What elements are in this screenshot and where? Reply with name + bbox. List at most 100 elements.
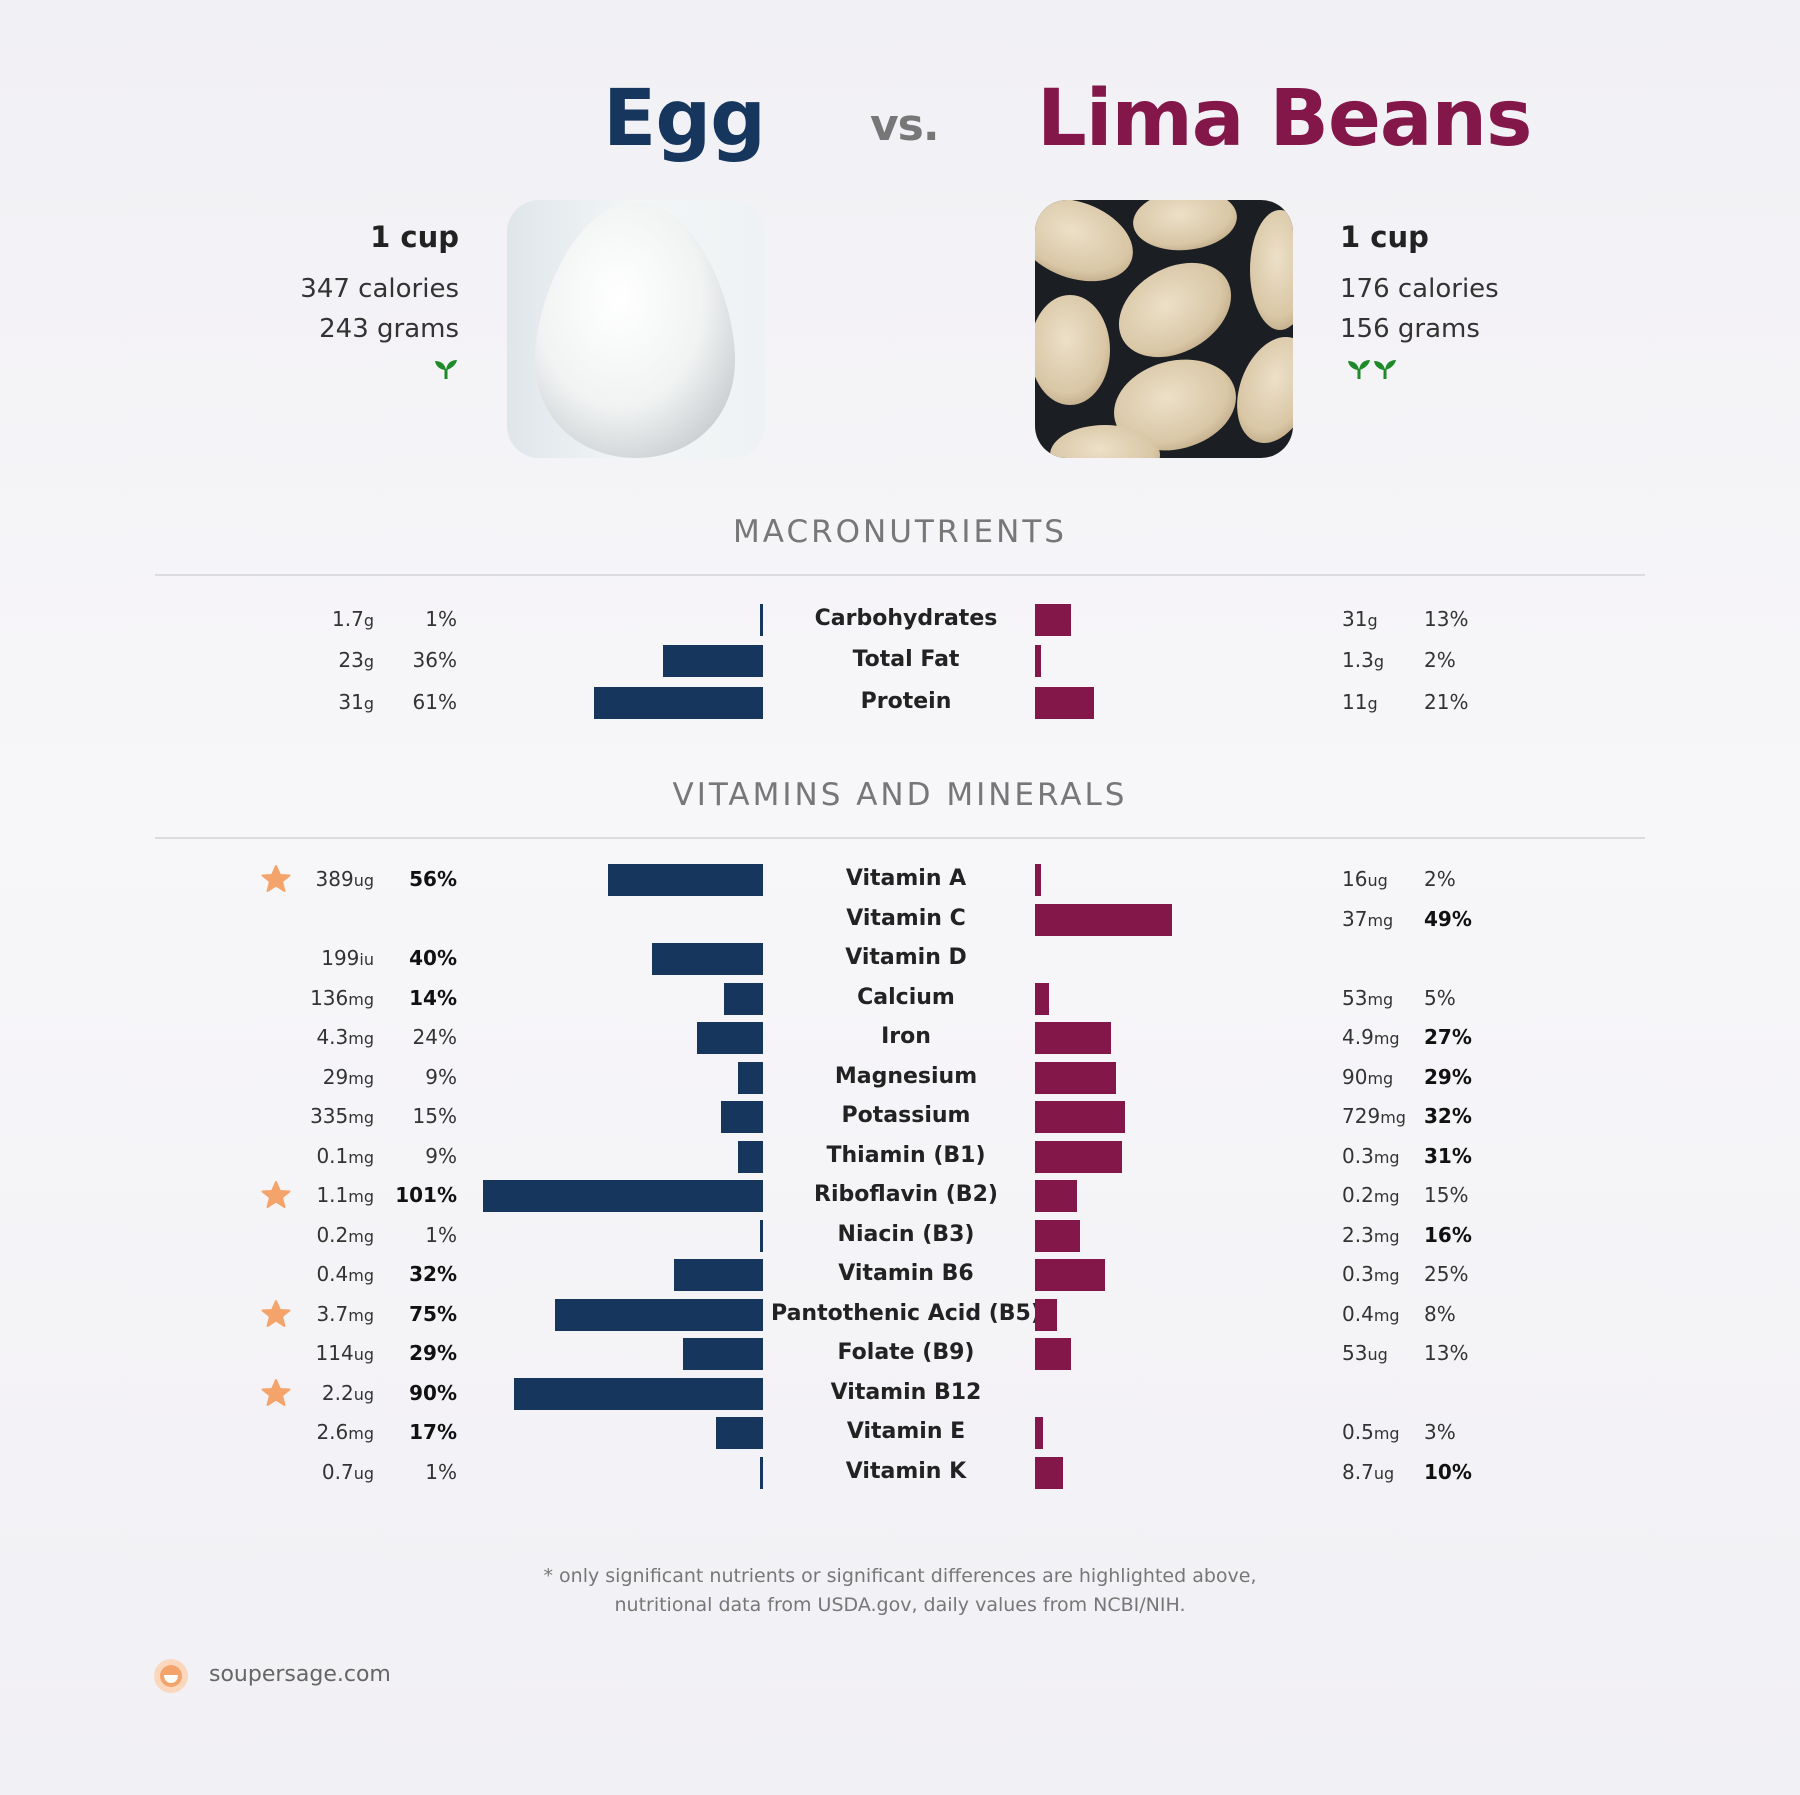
right-food-title: Lima Beans <box>1037 74 1532 164</box>
right-bar <box>1035 645 1041 678</box>
left-amount-value: 389 <box>315 867 354 891</box>
left-food-title: Egg <box>603 74 766 164</box>
left-serving: 1 cup <box>370 220 459 254</box>
right-amount-unit: ug <box>1367 1345 1388 1364</box>
nutrient-label: Protein <box>860 688 952 714</box>
right-amount-value: 31 <box>1342 607 1368 631</box>
left-percent: 9% <box>425 1064 457 1089</box>
nutrient-label: Pantothenic Acid (B5) <box>771 1300 1041 1326</box>
right-amount-value: 4.9 <box>1342 1025 1374 1049</box>
left-amount: 0.7ug <box>224 1460 374 1484</box>
right-percent: 8% <box>1424 1301 1456 1326</box>
left-amount: 4.3mg <box>224 1025 374 1049</box>
right-amount-unit: g <box>1373 652 1384 672</box>
right-percent: 32% <box>1424 1104 1472 1128</box>
left-amount-unit: mg <box>348 1147 374 1167</box>
right-bar <box>1035 686 1094 719</box>
left-percent: 56% <box>409 867 457 891</box>
right-percent: 3% <box>1424 1420 1456 1444</box>
nutrient-label: Vitamin K <box>845 1458 967 1484</box>
left-bar <box>738 1061 763 1094</box>
left-amount: 0.1mg <box>224 1144 374 1168</box>
right-amount-unit: ug <box>1373 1463 1395 1483</box>
right-amount: 8.7ug <box>1342 1460 1452 1484</box>
nutrient-label: Calcium <box>857 984 955 1010</box>
right-amount: 0.5mg <box>1342 1420 1452 1444</box>
right-amount-value: 0.4 <box>1342 1301 1374 1326</box>
right-amount-unit: g <box>1367 693 1378 713</box>
left-percent: 61% <box>412 689 457 714</box>
right-amount: 31g <box>1342 607 1452 631</box>
egg-image <box>507 200 765 458</box>
left-amount-unit: mg <box>348 1424 374 1443</box>
left-amount-unit: mg <box>348 1305 374 1325</box>
brand-logo-icon <box>153 1658 189 1694</box>
nutrient-label: Potassium <box>841 1103 971 1128</box>
right-percent: 2% <box>1424 648 1456 673</box>
right-percent: 16% <box>1424 1222 1472 1247</box>
right-amount-value: 90 <box>1342 1064 1368 1089</box>
left-amount-value: 114 <box>315 1341 354 1365</box>
left-bar <box>760 1219 763 1252</box>
left-bar <box>724 982 763 1015</box>
left-amount-value: 0.2 <box>316 1222 349 1247</box>
left-percent: 1% <box>425 607 457 631</box>
left-bar <box>738 1140 763 1173</box>
right-amount: 4.9mg <box>1342 1025 1452 1049</box>
left-amount-unit: iu <box>359 950 374 969</box>
nutrient-label: Folate (B9) <box>837 1340 975 1365</box>
right-amount-unit: mg <box>1367 1068 1394 1088</box>
left-amount-value: 199 <box>321 946 360 970</box>
left-amount-unit: mg <box>348 1187 374 1206</box>
right-bar <box>1035 1417 1044 1449</box>
left-amount-value: 0.4 <box>316 1262 349 1286</box>
right-amount-value: 11 <box>1342 689 1368 714</box>
left-amount: 29mg <box>224 1065 374 1089</box>
brand-name[interactable]: soupersage.com <box>209 1662 391 1687</box>
right-amount: 0.3mg <box>1342 1262 1452 1286</box>
left-amount-value: 29 <box>322 1064 349 1089</box>
left-amount: 114ug <box>224 1341 374 1365</box>
left-amount: 389ug <box>224 867 374 891</box>
right-amount: 729mg <box>1342 1104 1452 1128</box>
nutrient-label: Vitamin B6 <box>838 1261 974 1286</box>
left-bar <box>721 1101 763 1133</box>
right-amount-unit: mg <box>1373 1029 1400 1048</box>
right-bar <box>1035 1298 1058 1331</box>
right-amount-value: 16 <box>1342 867 1368 891</box>
right-amount-value: 8.7 <box>1342 1459 1374 1484</box>
left-amount-value: 1.7 <box>332 607 364 631</box>
right-bar <box>1035 604 1072 636</box>
right-bar <box>1035 1061 1117 1094</box>
left-percent: 32% <box>409 1262 457 1286</box>
left-amount: 3.7mg <box>224 1302 374 1326</box>
left-amount-unit: ug <box>353 1384 374 1404</box>
nutrient-label: Carbohydrates <box>814 606 998 631</box>
right-amount-value: 1.3 <box>1342 648 1374 673</box>
left-amount-value: 0.7 <box>321 1459 354 1484</box>
nutrient-label: Riboflavin (B2) <box>814 1182 998 1207</box>
left-amount-value: 3.7 <box>316 1301 349 1326</box>
left-bar <box>513 1377 763 1410</box>
right-amount-unit: mg <box>1380 1108 1406 1127</box>
left-amount-value: 23 <box>338 648 364 673</box>
nutrient-label: Magnesium <box>834 1063 978 1089</box>
right-amount-unit: mg <box>1373 1424 1400 1443</box>
nutrient-label: Vitamin B12 <box>830 1379 982 1405</box>
left-bar <box>594 686 763 719</box>
right-amount-value: 729 <box>1342 1104 1381 1128</box>
right-percent: 10% <box>1424 1459 1472 1484</box>
left-amount-value: 31 <box>338 689 364 714</box>
left-amount-unit: mg <box>348 989 374 1009</box>
right-bar <box>1035 1338 1072 1370</box>
right-percent: 21% <box>1424 689 1469 714</box>
left-amount-value: 335 <box>310 1104 349 1128</box>
left-percent: 9% <box>425 1143 457 1168</box>
footnote-line-2: nutritional data from USDA.gov, daily va… <box>614 1594 1186 1616</box>
left-bar <box>555 1298 763 1331</box>
left-bar <box>607 864 763 896</box>
left-percent: 101% <box>395 1183 457 1207</box>
right-amount: 37mg <box>1342 907 1452 931</box>
divider <box>155 574 1645 576</box>
nutrient-label: Vitamin E <box>846 1419 966 1444</box>
